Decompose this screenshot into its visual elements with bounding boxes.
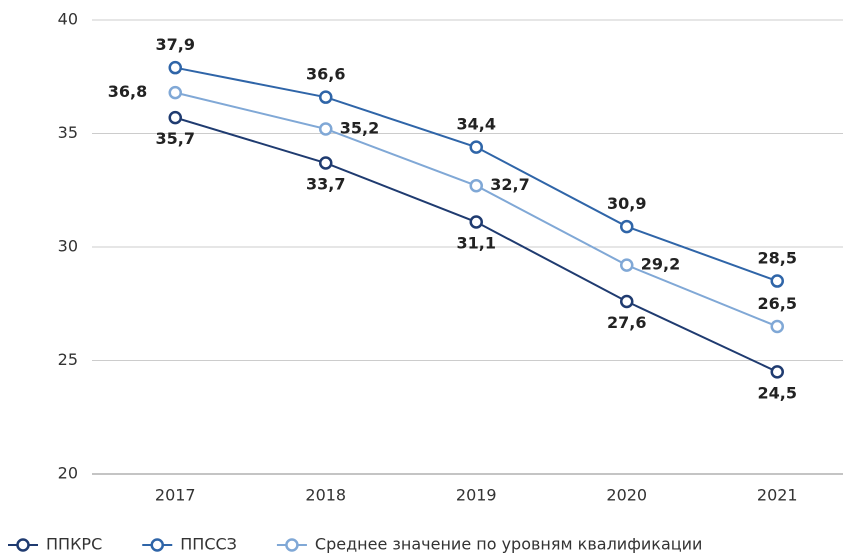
y-tick-label: 25 — [58, 350, 78, 369]
legend-item: ППССЗ — [142, 535, 237, 554]
point — [620, 219, 634, 234]
legend-label: ППКРС — [46, 535, 102, 554]
point — [620, 294, 634, 309]
value-label: 35,2 — [340, 118, 379, 137]
legend-marker — [16, 538, 30, 552]
point — [319, 90, 333, 104]
point — [469, 178, 483, 193]
point — [770, 319, 784, 334]
legend-label: Среднее значение по уровням квалификации — [315, 535, 703, 554]
point — [620, 258, 634, 272]
value-label: 37,9 — [156, 35, 195, 54]
point — [469, 215, 483, 229]
value-label: 32,7 — [490, 175, 529, 194]
point — [168, 85, 182, 100]
y-tick-label: 35 — [58, 123, 78, 142]
value-label: 33,7 — [306, 175, 345, 194]
x-tick-label: 2020 — [606, 486, 647, 505]
y-tick-label: 40 — [58, 10, 78, 29]
x-tick-label: 2018 — [305, 486, 346, 505]
point — [319, 156, 333, 170]
y-tick-label: 20 — [58, 464, 78, 483]
x-tick-label: 2021 — [757, 486, 798, 505]
point — [168, 110, 182, 125]
y-tick-label: 30 — [58, 237, 78, 256]
value-label: 35,7 — [156, 129, 195, 148]
legend-label: ППССЗ — [180, 535, 237, 554]
point — [770, 365, 784, 379]
legend-marker — [150, 538, 164, 552]
value-label: 27,6 — [607, 313, 646, 332]
value-label: 24,5 — [758, 383, 797, 402]
point — [770, 274, 784, 288]
value-label: 34,4 — [457, 115, 496, 134]
legend-item: Среднее значение по уровням квалификации — [276, 535, 703, 554]
point — [168, 60, 182, 75]
point — [319, 122, 333, 136]
x-tick-label: 2019 — [456, 486, 497, 505]
value-label: 36,6 — [306, 65, 345, 84]
x-tick-label: 2017 — [155, 486, 196, 505]
legend-marker — [285, 538, 299, 552]
value-label: 30,9 — [607, 194, 646, 213]
value-label: 31,1 — [457, 234, 496, 253]
value-label: 36,8 — [108, 82, 147, 101]
value-label: 29,2 — [641, 255, 680, 274]
value-label: 26,5 — [758, 294, 797, 313]
legend-item: ППКРС — [8, 535, 102, 554]
point — [469, 140, 483, 154]
value-label: 28,5 — [758, 249, 797, 268]
